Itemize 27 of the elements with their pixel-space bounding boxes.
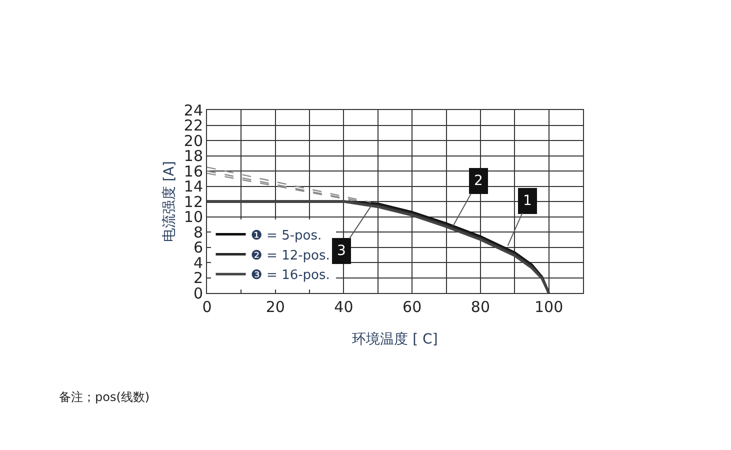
legend-label: ❷ = 12-pos. <box>250 248 330 264</box>
y-tick-label: 14 <box>184 178 203 196</box>
text: 备注；pos(线数) <box>59 390 150 404</box>
y-tick-label: 24 <box>184 101 203 120</box>
y-tick-label: 22 <box>184 116 203 134</box>
x-axis-title: 环境温度 [ C] <box>352 331 438 348</box>
x-tick-label: 40 <box>334 298 354 316</box>
y-tick-label: 2 <box>193 269 203 287</box>
x-tick-label: 60 <box>402 298 422 316</box>
y-tick-label: 4 <box>193 254 203 272</box>
annotation: 1 <box>523 193 532 209</box>
x-tick-label: 20 <box>266 298 285 316</box>
legend-label: ❶ = 5-pos. <box>250 228 322 244</box>
x-tick-label: 80 <box>470 298 490 316</box>
y-tick-label: 12 <box>184 192 203 211</box>
annotation: 3 <box>337 243 346 259</box>
y-axis-title: 电流强度 [A] <box>162 161 178 242</box>
y-tick-label: 6 <box>193 238 203 256</box>
x-tick-label: 100 <box>534 298 564 316</box>
y-tick-label: 16 <box>184 162 203 180</box>
y-tick-label: 20 <box>184 132 203 150</box>
y-tick-label: 0 <box>193 284 203 302</box>
y-tick-label: 8 <box>193 223 203 242</box>
legend-label: ❸ = 16-pos. <box>250 268 330 284</box>
y-tick-label: 18 <box>184 147 203 165</box>
y-tick-label: 10 <box>184 208 203 226</box>
annotation: 2 <box>474 173 483 189</box>
